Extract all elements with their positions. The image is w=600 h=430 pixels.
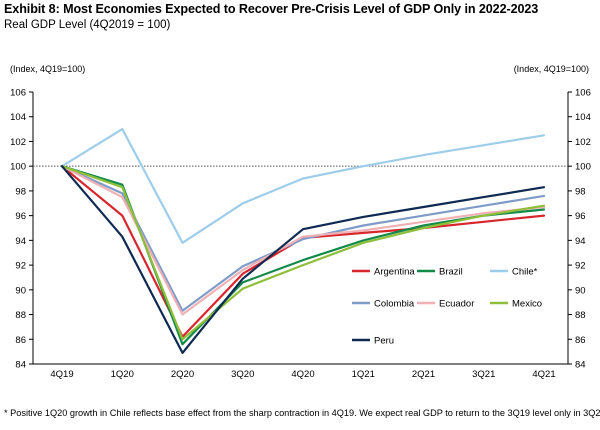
legend-label-chile: Chile* [512,267,538,278]
legend-label-mexico: Mexico [512,299,542,310]
left-y-tick-label: 98 [15,186,26,197]
right-y-tick-label: 88 [575,310,586,321]
x-tick-label: 3Q21 [472,369,495,380]
x-tick-label: 2Q20 [171,369,194,380]
chart-legend: Argentina Brazil Chile* Colombia Ecuador Mexi… [352,267,542,347]
legend-label-ecuador: Ecuador [439,299,474,310]
series-line-colombia [60,165,546,312]
x-tick-label: 3Q20 [231,369,254,380]
left-y-tick-label: 84 [15,360,26,371]
x-tick-label: 4Q21 [532,369,555,380]
chart-title: Exhibit 8: Most Economies Expected to Re… [4,2,539,16]
chart-subtitle: Real GDP Level (4Q2019 = 100) [4,19,171,31]
right-y-tick-label: 100 [575,162,591,173]
legend-label-brazil: Brazil [439,267,463,278]
series-line-peru [60,165,546,354]
right-y-tick-label: 102 [575,137,591,148]
right-y-tick-label: 86 [575,335,586,346]
series-line-brazil [60,165,546,346]
legend-label-peru: Peru [374,336,394,347]
legend-label-argentina: Argentina [374,267,415,278]
left-y-tick-label: 92 [15,261,26,272]
right-y-tick-label: 96 [575,211,586,222]
chart-series [60,128,546,354]
left-y-tick-label: 88 [15,310,26,321]
right-y-tick-label: 92 [575,261,586,272]
left-y-tick-label: 100 [10,162,26,173]
series-line-chile [60,128,546,244]
x-tick-label: 1Q20 [111,369,134,380]
x-tick-label: 1Q21 [352,369,375,380]
x-tick-label: 4Q19 [50,369,73,380]
right-y-tick-label: 90 [575,285,586,296]
right-y-tick-label: 84 [575,360,586,371]
right-y-tick-label: 98 [575,186,586,197]
left-y-tick-label: 94 [15,236,26,247]
left-axis-unit-label: (Index, 4Q19=100) [10,64,85,74]
left-y-tick-label: 106 [10,88,26,99]
right-y-tick-label: 106 [575,88,591,99]
x-tick-label: 2Q21 [412,369,435,380]
left-y-tick-label: 96 [15,211,26,222]
legend-label-colombia: Colombia [374,299,415,310]
left-y-tick-label: 102 [10,137,26,148]
series-line-argentina [60,165,546,338]
footnote: * Positive 1Q20 growth in Chile reflects… [4,408,600,418]
right-axis-unit-label: (Index, 4Q19=100) [514,64,589,74]
right-y-tick-label: 94 [575,236,586,247]
left-y-tick-label: 90 [15,285,26,296]
left-y-tick-label: 104 [10,112,26,123]
right-y-tick-label: 104 [575,112,591,123]
series-line-mexico [60,165,546,341]
left-y-tick-label: 86 [15,335,26,346]
chart-axes: 84 84 86 86 88 88 90 90 92 92 94 94 96 96 98 98 100 100 10… [10,88,591,381]
x-tick-label: 4Q20 [291,369,314,380]
